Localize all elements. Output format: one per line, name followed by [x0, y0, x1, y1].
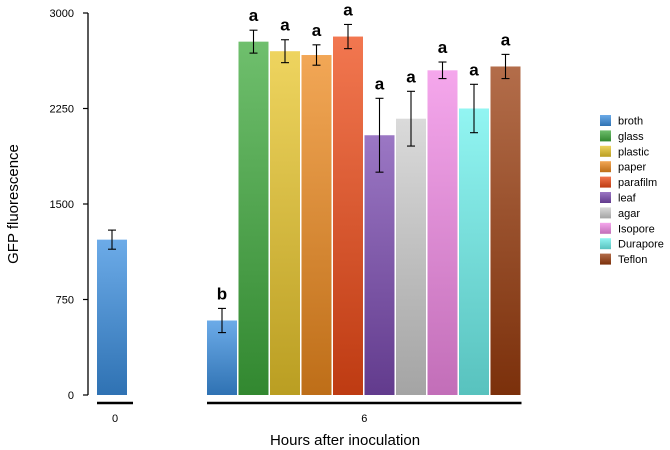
bar-broth-0h: [97, 239, 127, 395]
bar-leaf-6h: [364, 135, 395, 396]
significance-label: a: [249, 6, 259, 25]
legend-swatch-isopore: [600, 222, 611, 234]
x-axis-title: Hours after inoculation: [270, 432, 420, 449]
y-tick-label: 2250: [50, 104, 74, 116]
significance-label: a: [375, 74, 385, 93]
legend-label-glass: glass: [618, 131, 644, 143]
legend-swatch-broth: [600, 115, 611, 126]
bar-parafilm-6h: [333, 36, 363, 395]
legend-swatch-parafilm: [600, 176, 611, 188]
y-tick-label: 750: [56, 295, 74, 307]
legend-swatch-teflon: [600, 253, 611, 265]
bar-durapore-6h: [459, 108, 489, 395]
bar-glass-6h: [238, 41, 269, 396]
bar-isopore-6h: [427, 70, 458, 396]
significance-label: a: [469, 60, 479, 79]
y-tick-label: 0: [68, 390, 74, 402]
legend-label-broth: broth: [618, 116, 643, 128]
legend-label-leaf: leaf: [618, 193, 637, 205]
y-tick-label: 1500: [50, 199, 74, 211]
legend-label-paper: paper: [618, 162, 646, 174]
legend-label-parafilm: parafilm: [618, 177, 657, 189]
legend-swatch-plastic: [600, 145, 611, 157]
legend-label-durapore: Durapore: [618, 239, 664, 251]
significance-label: a: [438, 38, 448, 57]
legend-label-isopore: Isopore: [618, 223, 655, 235]
legend-swatch-durapore: [600, 238, 611, 250]
y-tick-label: 3000: [50, 8, 74, 20]
legend-swatch-leaf: [600, 192, 611, 203]
bar-agar-6h: [396, 118, 426, 395]
legend-label-agar: agar: [618, 208, 640, 220]
x-group-label: 6: [361, 413, 367, 425]
bar-teflon-6h: [490, 66, 521, 395]
x-group-label: 0: [112, 413, 118, 425]
significance-label: a: [312, 21, 322, 40]
significance-label: b: [217, 284, 227, 303]
axes: 0 750 1500 2250 3000: [50, 8, 89, 402]
significance-label: a: [501, 30, 511, 49]
legend-swatch-glass: [600, 130, 611, 142]
bar-paper-6h: [301, 55, 332, 396]
legend: broth glass plastic paper parafilm leaf agar Is…: [600, 115, 664, 266]
significance-label: a: [343, 0, 353, 19]
legend-label-teflon: Teflon: [618, 254, 647, 266]
bar-plastic-6h: [270, 51, 300, 395]
legend-swatch-agar: [600, 207, 611, 219]
significance-label: a: [280, 16, 290, 35]
legend-swatch-paper: [600, 161, 611, 173]
bars: b a a a a a a a a a: [97, 0, 521, 396]
legend-label-plastic: plastic: [618, 146, 650, 158]
significance-label: a: [406, 67, 416, 86]
y-axis-title: GFP fluorescence: [5, 144, 22, 264]
